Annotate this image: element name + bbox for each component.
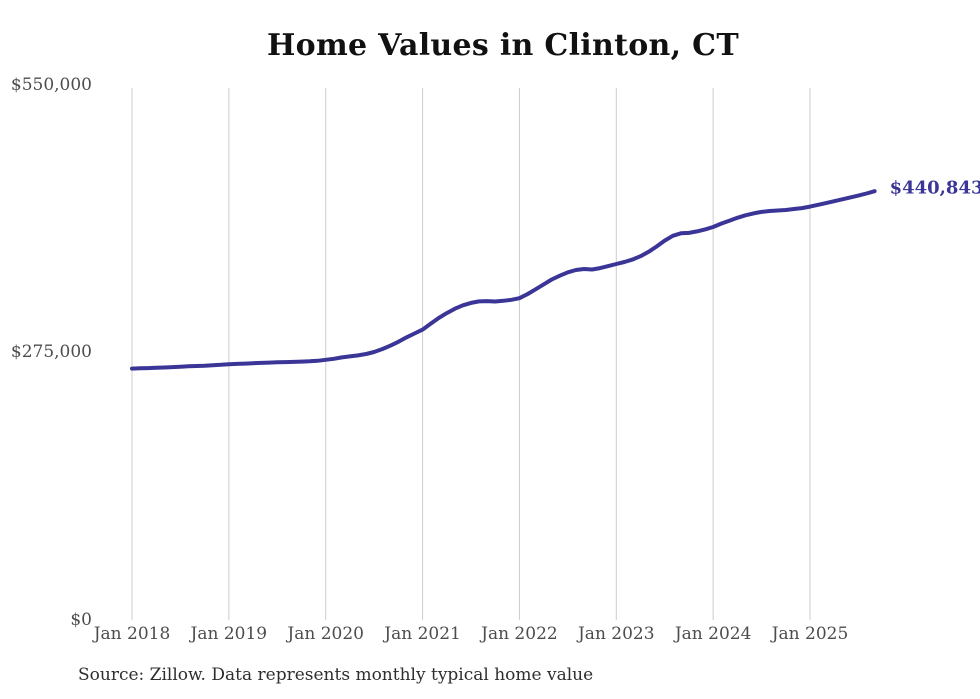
y-axis-tick-0: $0 — [70, 610, 92, 630]
chart-title: Home Values in Clinton, CT — [267, 28, 739, 63]
x-axis-tick-jan-2020: Jan 2020 — [287, 624, 364, 644]
x-axis-tick-jan-2019: Jan 2019 — [190, 624, 268, 644]
y-axis-tick-550000: $550,000 — [10, 75, 92, 95]
x-axis-tick-jan-2022: Jan 2022 — [481, 624, 558, 644]
x-axis-tick-jan-2024: Jan 2024 — [674, 624, 752, 644]
x-axis-tick-jan-2025: Jan 2025 — [771, 624, 849, 644]
source-note: Source: Zillow. Data represents monthly … — [78, 665, 594, 685]
y-axis-tick-275000: $275,000 — [10, 342, 92, 362]
x-axis-tick-jan-2018: Jan 2018 — [93, 624, 171, 644]
x-axis-tick-jan-2023: Jan 2023 — [577, 624, 655, 644]
latest-value-label: $440,843 — [889, 177, 980, 199]
x-axis-tick-jan-2021: Jan 2021 — [384, 624, 461, 644]
